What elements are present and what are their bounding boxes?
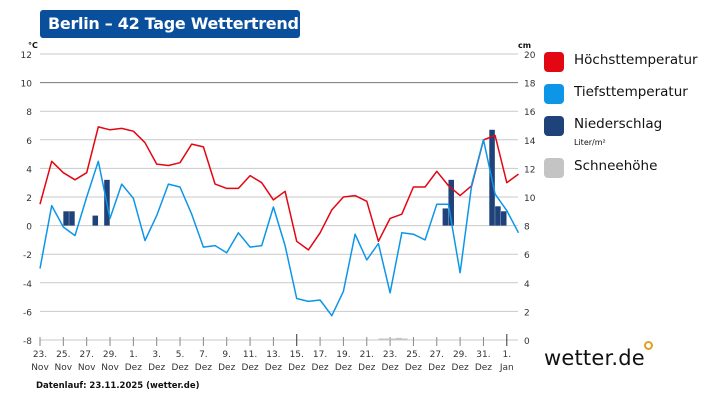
snow-bar: [395, 337, 402, 340]
x-axis-tick-label-day: 25.: [56, 350, 70, 360]
left-axis-tick-label: 8: [26, 108, 32, 118]
x-axis-tick-label-day: 15.: [290, 350, 304, 360]
x-axis-tick-label-day: 23.: [383, 350, 397, 360]
x-axis-tick-label-day: 13.: [266, 350, 280, 360]
snow-bar: [390, 338, 396, 340]
precipitation-bar: [495, 206, 501, 226]
x-axis-tick-label-day: 27.: [80, 350, 94, 360]
x-axis-tick-label-month: Dez: [358, 363, 375, 373]
data-run-note: Datenlauf: 23.11.2025 (wetter.de): [36, 381, 200, 391]
legend-unit: Liter/m²: [574, 138, 606, 147]
legend-label: Niederschlag: [574, 116, 663, 132]
x-axis-tick-label-month: Dez: [265, 363, 282, 373]
x-axis-tick-label-month: Dez: [475, 363, 492, 373]
max-temperature-line: [39, 126, 519, 251]
precipitation-bar: [63, 211, 69, 226]
right-axis-unit: cm: [518, 41, 531, 50]
x-axis-tick-label-day: 7.: [199, 350, 208, 360]
left-axis-tick-label: -2: [23, 251, 32, 261]
precipitation-bar: [69, 211, 75, 226]
legend-label: Tiefsttemperatur: [574, 84, 688, 100]
snow-bar: [384, 338, 391, 340]
x-axis-tick-label-day: 27.: [430, 350, 444, 360]
x-axis-tick-label-month: Dez: [218, 363, 235, 373]
left-axis-tick-label: 6: [26, 137, 32, 147]
x-axis-tick-label-month: Nov: [101, 363, 119, 373]
left-axis-tick-label: 12: [21, 51, 32, 61]
wetter-de-logo: wetter.de: [544, 346, 645, 370]
left-axis-tick-label: 4: [26, 165, 32, 175]
x-axis-tick-label-month: Dez: [452, 363, 469, 373]
x-axis-tick-label-month: Dez: [311, 363, 328, 373]
left-axis-unit: °C: [28, 41, 38, 50]
right-axis-tick-label: 16: [524, 108, 536, 118]
legend-swatch-snow-depth: [544, 158, 564, 178]
x-axis-tick-label-day: 1.: [129, 350, 138, 360]
x-axis-tick-label-month: Dez: [405, 363, 422, 373]
x-axis-tick-label-month: Dez: [241, 363, 258, 373]
x-axis-tick-label-day: 25.: [406, 350, 420, 360]
right-axis-tick-label: 18: [524, 80, 536, 90]
legend-swatch-precipitation: [544, 116, 564, 136]
x-axis-tick-label-month: Nov: [78, 363, 96, 373]
snow-bar: [378, 338, 385, 340]
x-axis-tick-label-day: 9.: [222, 350, 231, 360]
x-axis-tick-label-month: Nov: [31, 363, 49, 373]
snow-bar: [401, 338, 408, 340]
x-axis-tick-label-day: 29.: [103, 350, 117, 360]
x-axis-tick-label-day: 31.: [476, 350, 490, 360]
x-axis-tick-label-day: 3.: [152, 350, 161, 360]
right-axis-tick-label: 0: [524, 337, 530, 347]
logo-dot-icon: [644, 341, 653, 350]
x-axis-tick-label-month: Dez: [335, 363, 352, 373]
x-axis-tick-label-day: 17.: [313, 350, 327, 360]
right-axis-tick-label: 8: [524, 223, 530, 233]
legend-label: Höchsttemperatur: [574, 52, 698, 68]
precipitation-bar: [442, 208, 449, 226]
legend-swatch-min-temp: [544, 84, 564, 104]
x-axis-tick-label-day: 23.: [33, 350, 47, 360]
left-axis-tick-label: 10: [21, 80, 33, 90]
right-axis-tick-label: 10: [524, 194, 536, 204]
x-axis-tick-label-day: 5.: [176, 350, 185, 360]
left-axis-tick-label: -6: [23, 308, 32, 318]
right-axis-tick-label: 4: [524, 280, 530, 290]
left-axis-tick-label: 0: [26, 223, 32, 233]
right-axis-tick-label: 20: [524, 51, 536, 61]
right-axis-tick-label: 12: [524, 165, 535, 175]
x-axis-tick-label-month: Jan: [499, 363, 514, 373]
precipitation-bar: [92, 215, 99, 226]
x-axis-tick-label-day: 1.: [503, 350, 512, 360]
x-axis-tick-label-month: Nov: [55, 363, 73, 373]
min-temperature-line: [39, 139, 520, 317]
precipitation-bar: [448, 179, 454, 226]
left-axis-tick-label: 2: [26, 194, 32, 204]
x-axis-tick-label-month: Dez: [148, 363, 165, 373]
legend-swatch-max-temp: [544, 52, 564, 72]
x-axis-tick-label-month: Dez: [195, 363, 212, 373]
left-axis-tick-label: -8: [23, 337, 32, 347]
left-axis-tick-label: -4: [23, 280, 32, 290]
x-axis-tick-label-month: Dez: [171, 363, 188, 373]
x-axis-tick-label-day: 21.: [360, 350, 374, 360]
chart-title: Berlin – 42 Tage Wettertrend: [40, 10, 300, 38]
x-axis-tick-label-month: Dez: [125, 363, 142, 373]
x-axis-tick-label-day: 29.: [453, 350, 467, 360]
legend-label: Schneehöhe: [574, 158, 658, 174]
right-axis-tick-label: 6: [524, 251, 530, 261]
x-axis-tick-label-day: 11.: [243, 350, 257, 360]
right-axis-tick-label: 2: [524, 308, 530, 318]
x-axis-tick-label-month: Dez: [428, 363, 445, 373]
x-axis-tick-label-month: Dez: [381, 363, 398, 373]
x-axis-tick-label-day: 19.: [336, 350, 350, 360]
right-axis-tick-label: 14: [524, 137, 536, 147]
x-axis-tick-label-month: Dez: [288, 363, 305, 373]
precipitation-bar: [500, 211, 507, 226]
